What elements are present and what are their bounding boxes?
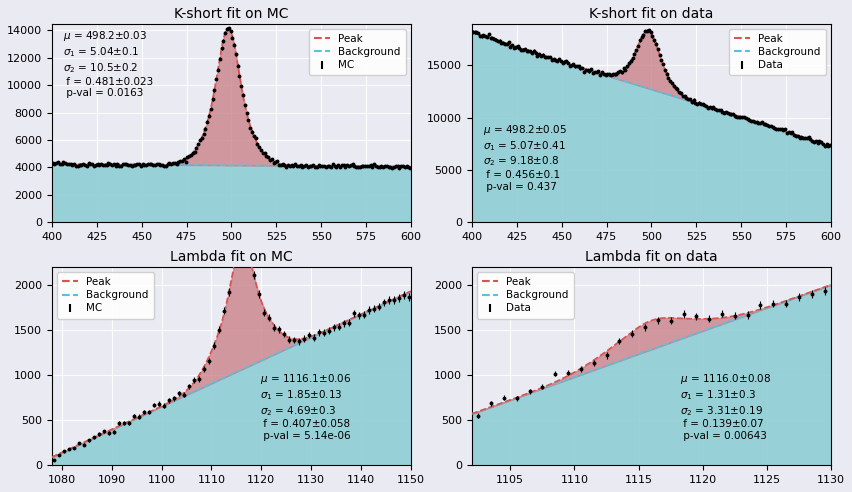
Text: $\mu$ = 1116.1±0.06
$\sigma_1$ = 1.85±0.13
$\sigma_2$ = 4.69±0.3
 f = 0.407±0.05: $\mu$ = 1116.1±0.06 $\sigma_1$ = 1.85±0.…	[260, 372, 352, 441]
Title: Lambda fit on data: Lambda fit on data	[585, 250, 717, 264]
Text: $\mu$ = 498.2±0.05
$\sigma_1$ = 5.07±0.41
$\sigma_2$ = 9.18±0.8
 f = 0.456±0.1
 : $\mu$ = 498.2±0.05 $\sigma_1$ = 5.07±0.4…	[482, 123, 567, 191]
Title: Lambda fit on MC: Lambda fit on MC	[170, 250, 293, 264]
Title: K-short fit on data: K-short fit on data	[590, 7, 714, 21]
Legend: Peak, Background, Data: Peak, Background, Data	[477, 272, 573, 319]
Legend: Peak, Background, MC: Peak, Background, MC	[57, 272, 153, 319]
Legend: Peak, Background, Data: Peak, Background, Data	[729, 29, 826, 75]
Legend: Peak, Background, MC: Peak, Background, MC	[309, 29, 406, 75]
Text: $\mu$ = 1116.0±0.08
$\sigma_1$ = 1.31±0.3
$\sigma_2$ = 3.31±0.19
 f = 0.139±0.07: $\mu$ = 1116.0±0.08 $\sigma_1$ = 1.31±0.…	[680, 372, 772, 441]
Text: $\mu$ = 498.2±0.03
$\sigma_1$ = 5.04±0.1
$\sigma_2$ = 10.5±0.2
 f = 0.481±0.023
: $\mu$ = 498.2±0.03 $\sigma_1$ = 5.04±0.1…	[62, 30, 153, 98]
Title: K-short fit on MC: K-short fit on MC	[174, 7, 289, 21]
